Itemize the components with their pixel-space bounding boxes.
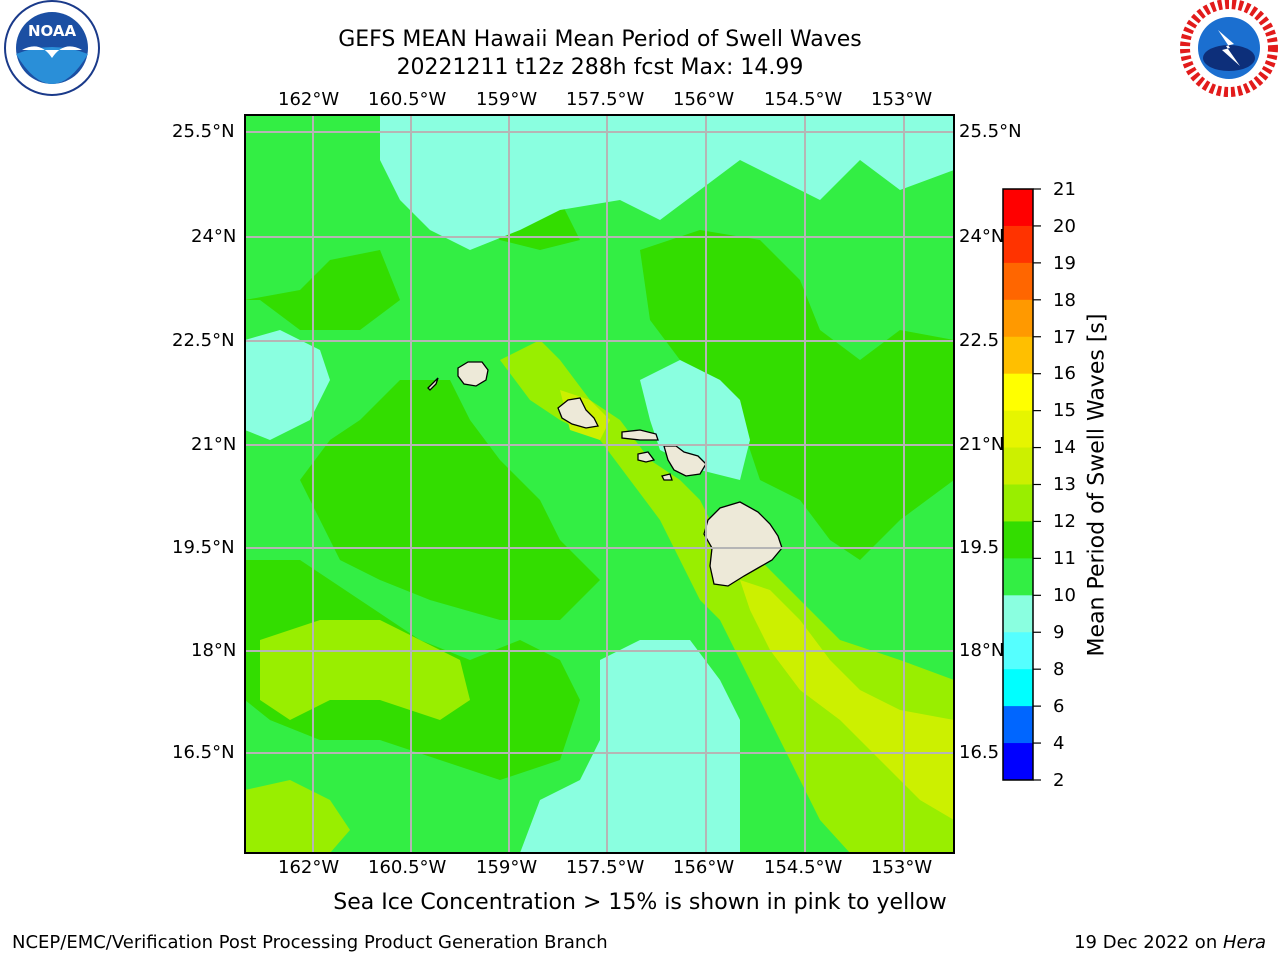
colorbar-segment [1003,262,1033,301]
island-oahu [557,397,599,429]
colorbar-segment [1003,706,1033,744]
lon-label-bottom: 162°W [278,857,340,878]
colorbar-tick: 8 [1053,659,1065,680]
colorbar-segment [1003,447,1033,485]
contour-12-13-far-south [245,780,350,853]
noaa-logo: NOAA [4,0,100,96]
colorbar-tick: 15 [1053,400,1076,421]
contour-9-10-west [245,330,330,440]
map-frame [244,114,955,854]
lat-label-right: 18°N [959,640,1005,661]
lat-label-right: 22.5 [959,330,1000,351]
lon-label-top: 153°W [871,89,933,110]
contour-9-10-south [520,640,740,853]
colorbar-segment [1003,632,1033,670]
colorbar-tick: 11 [1053,548,1076,569]
lon-label-top: 154.5°W [764,89,843,110]
island-maui [663,445,707,477]
footer-date-text: 19 Dec 2022 on [1074,932,1223,953]
contour-12-13-leeward [500,340,954,853]
colorbar-tick: 13 [1053,474,1076,495]
colorbar-segment [1003,189,1033,227]
colorbar-tick: 14 [1053,437,1076,458]
colorbar-segment [1003,521,1033,559]
lon-label-top: 160.5°W [368,89,447,110]
contour-11-12-west [245,250,400,330]
nws-logo [1180,0,1278,97]
lat-label-left: 16.5°N [172,742,235,763]
colorbar-tick: 21 [1053,179,1076,200]
sea-ice-note: Sea Ice Concentration > 15% is shown in … [333,890,947,915]
map-title: GEFS MEAN Hawaii Mean Period of Swell Wa… [338,27,862,52]
colorbar-tick: 20 [1053,216,1076,237]
lat-label-left: 18°N [191,640,237,661]
island-lanai [637,451,656,463]
contour-11-12-central [300,380,600,620]
colorbar-tick: 4 [1053,733,1065,754]
colorbar-segment [1003,336,1033,375]
lon-label-bottom: 160.5°W [368,857,447,878]
lat-label-right: 21°N [959,434,1005,455]
colorbar-tick: 16 [1053,363,1076,384]
lon-label-top: 157.5°W [566,89,645,110]
contour-11-12-east [640,230,954,560]
colorbar-tick: 9 [1053,622,1065,643]
island-kauai [457,361,489,387]
colorbar-title: Mean Period of Swell Waves [s] [1084,313,1110,657]
colorbar-tick: 19 [1053,253,1076,274]
lat-label-left: 19.5°N [172,537,235,558]
colorbar-segment [1003,558,1033,596]
colorbar [1003,188,1041,781]
lat-label-left: 24°N [191,226,237,247]
footer-machine: Hera [1222,932,1266,953]
lat-label-left: 25.5°N [172,121,235,142]
lon-label-bottom: 156°W [673,857,735,878]
colorbar-segment [1003,373,1033,412]
map-subtitle-forecast: 20221211 t12z 288h fcst Max: 14.99 [396,55,804,80]
contour-13-14-leeward-tail [740,580,954,820]
lon-label-top: 159°W [476,89,538,110]
footer-producer: NCEP/EMC/Verification Post Processing Pr… [12,932,608,953]
colorbar-tick: 2 [1053,770,1065,791]
lon-label-bottom: 153°W [871,857,933,878]
island-hawaii [703,501,783,587]
island-niihau [427,377,439,391]
colorbar-segment [1003,225,1033,264]
lon-label-top: 162°W [278,89,340,110]
noaa-logo-text: NOAA [28,22,77,40]
colorbar-segment [1003,410,1033,449]
colorbar-tick: 17 [1053,327,1076,348]
colorbar-segment [1003,299,1033,338]
lat-label-left: 21°N [191,434,237,455]
colorbar-segment [1003,669,1033,707]
lat-label-right: 19.5 [959,537,1000,558]
hawaiian-islands [427,361,783,587]
colorbar-tick: 18 [1053,290,1076,311]
lat-label-right: 16.5 [959,742,1000,763]
colorbar-segment [1003,743,1033,781]
colorbar-tick: 12 [1053,511,1076,532]
lon-label-bottom: 159°W [476,857,538,878]
footer-date: 19 Dec 2022 on Hera [1074,932,1266,953]
lat-label-left: 22.5°N [172,330,235,351]
lon-label-bottom: 157.5°W [566,857,645,878]
lat-label-right: 24°N [959,226,1005,247]
lon-label-top: 156°W [673,89,735,110]
island-kahoolawe [661,473,673,481]
island-molokai [621,429,659,441]
contour-9-10-north [380,115,954,250]
colorbar-frame [1002,188,1034,781]
lat-lon-grid [245,115,954,853]
lon-label-bottom: 154.5°W [764,857,843,878]
colorbar-tick: 10 [1053,585,1076,606]
colorbar-tick: 6 [1053,696,1065,717]
colorbar-segment [1003,595,1033,633]
colorbar-segment [1003,484,1033,522]
lat-label-right: 25.5°N [959,121,1022,142]
